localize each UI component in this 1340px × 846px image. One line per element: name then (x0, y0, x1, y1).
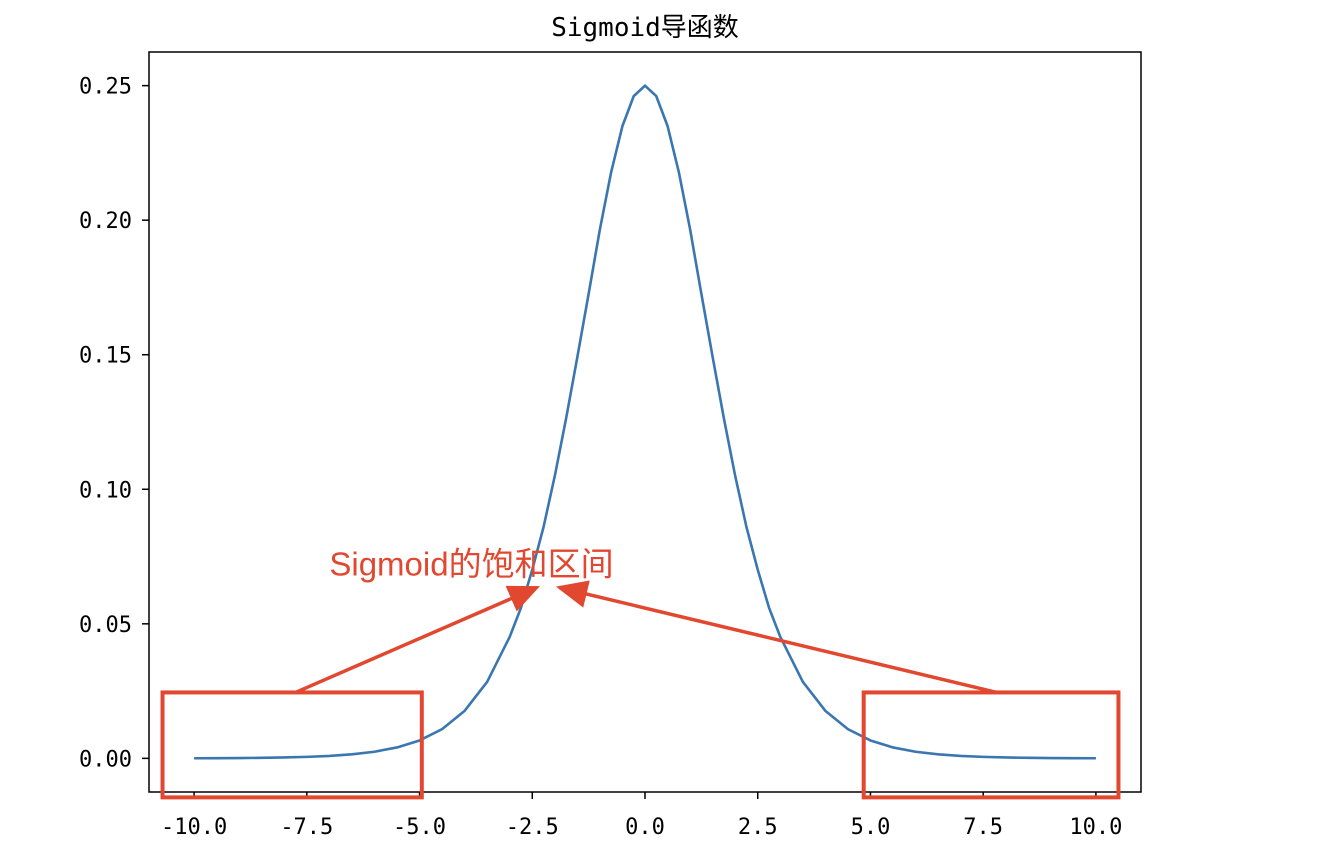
y-tick-label: 0.10 (79, 478, 132, 503)
annotation-layer: Sigmoid的饱和区间 (160, 545, 1121, 800)
x-tick-label: -10.0 (161, 815, 227, 840)
x-tick-label: -2.5 (506, 815, 559, 840)
x-tick-label: 2.5 (738, 815, 778, 840)
annotation-arrow-0 (294, 585, 540, 695)
annotation-label: Sigmoid的饱和区间 (329, 545, 613, 582)
x-tick-label: 7.5 (963, 815, 1003, 840)
x-tick-label: -5.0 (393, 815, 446, 840)
x-axis-ticks: -10.0 -7.5 -5.0 -2.5 0.0 2.5 5.0 7.5 10.0 (161, 792, 1122, 840)
chart-title: Sigmoid导函数 (551, 13, 739, 43)
y-tick-label: 0.00 (79, 747, 132, 772)
series-layer (194, 84, 1096, 760)
x-tick-label: -7.5 (280, 815, 333, 840)
y-tick-label: 0.15 (79, 344, 132, 369)
x-tick-label: 5.0 (851, 815, 891, 840)
y-tick-label: 0.25 (79, 75, 132, 100)
annotation-arrow-1 (555, 580, 998, 695)
x-tick-label: 10.0 (1069, 815, 1122, 840)
series-line-0 (194, 84, 1096, 760)
y-tick-label: 0.05 (79, 613, 132, 638)
y-axis-ticks: 0.00 0.05 0.10 0.15 0.20 0.25 (79, 75, 149, 772)
x-tick-label: 0.0 (625, 815, 665, 840)
saturation-box-0 (160, 690, 424, 800)
y-tick-label: 0.20 (79, 209, 132, 234)
